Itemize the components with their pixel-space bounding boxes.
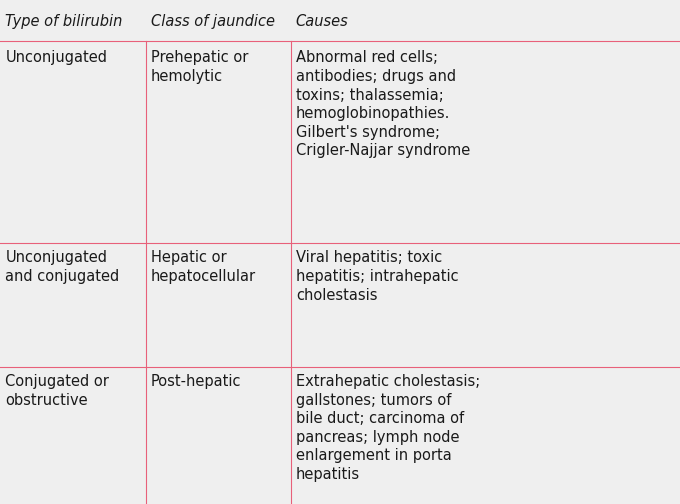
Text: Conjugated or
obstructive: Conjugated or obstructive: [5, 374, 109, 408]
Text: Viral hepatitis; toxic
hepatitis; intrahepatic
cholestasis: Viral hepatitis; toxic hepatitis; intrah…: [296, 250, 458, 303]
Text: Abnormal red cells;
antibodies; drugs and
toxins; thalassemia;
hemoglobinopathie: Abnormal red cells; antibodies; drugs an…: [296, 50, 470, 158]
Text: Type of bilirubin: Type of bilirubin: [5, 14, 123, 29]
Text: Post-hepatic: Post-hepatic: [151, 374, 241, 389]
Text: Causes: Causes: [296, 14, 349, 29]
Text: Unconjugated: Unconjugated: [5, 50, 107, 66]
Text: Prehepatic or
hemolytic: Prehepatic or hemolytic: [151, 50, 248, 84]
Text: Unconjugated
and conjugated: Unconjugated and conjugated: [5, 250, 120, 284]
Text: Extrahepatic cholestasis;
gallstones; tumors of
bile duct; carcinoma of
pancreas: Extrahepatic cholestasis; gallstones; tu…: [296, 374, 480, 482]
Text: Hepatic or
hepatocellular: Hepatic or hepatocellular: [151, 250, 256, 284]
Text: Class of jaundice: Class of jaundice: [151, 14, 275, 29]
